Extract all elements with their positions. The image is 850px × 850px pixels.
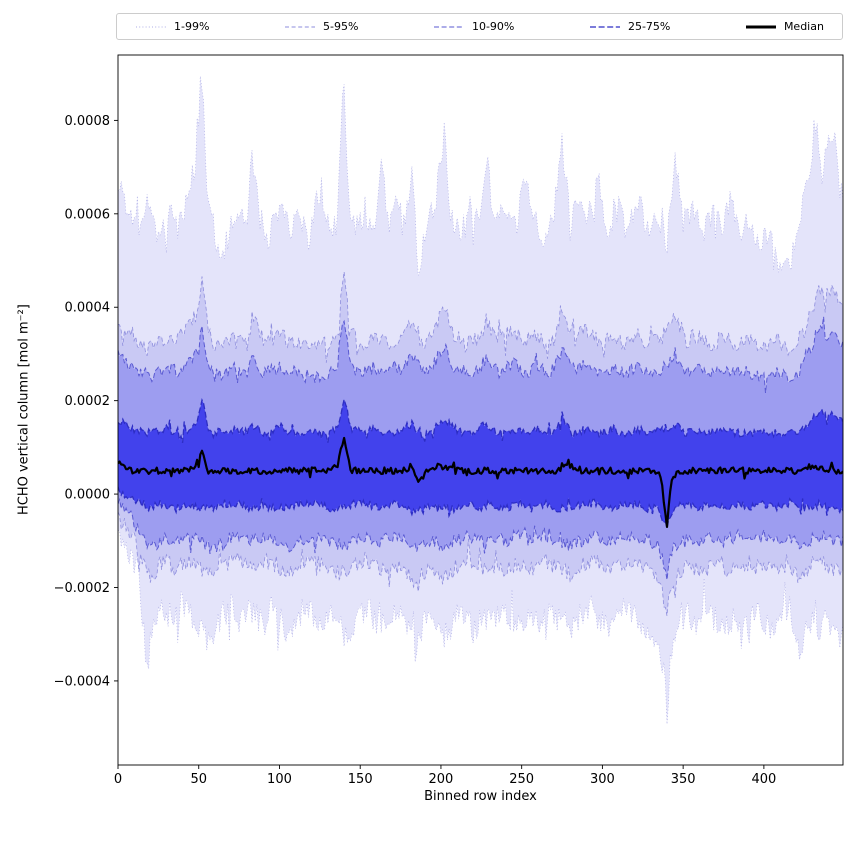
legend-label: 5-95% [322, 20, 359, 33]
x-tick-label: 200 [429, 772, 454, 787]
legend-item-1-99%: 1-99% [135, 20, 209, 33]
legend-item-Median: Median [745, 20, 824, 33]
band-edge-10-90%-u [118, 316, 843, 393]
x-tick-label: 50 [190, 772, 207, 787]
x-tick-label: 400 [751, 772, 776, 787]
band-fill-25-75% [118, 399, 843, 528]
x-axis: 0 50 100 150 200 250 300 350 400 [114, 765, 776, 787]
x-tick-label: 0 [114, 772, 122, 787]
legend-line-sample [745, 25, 776, 28]
legend-line-sample [284, 26, 315, 27]
y-tick-label: −0.0002 [54, 581, 110, 596]
y-tick-label: 0.0006 [65, 207, 111, 222]
y-tick-label: 0.0008 [65, 114, 111, 129]
y-tick-label: 0.0002 [65, 394, 111, 409]
x-tick-label: 150 [348, 772, 373, 787]
band-edge-25-75%-l [118, 486, 843, 529]
legend: 1-99% 5-95% 10-90% 25-75% Median [116, 13, 843, 40]
legend-label: 10-90% [471, 20, 515, 33]
median-line [118, 436, 843, 528]
legend-label: 25-75% [627, 20, 671, 33]
axes-spines [117, 54, 844, 766]
band-edge-1-99%-u [118, 76, 843, 276]
legend-line-sample [589, 25, 620, 28]
y-tick-label: 0.0004 [65, 301, 111, 316]
x-tick-label: 100 [267, 772, 292, 787]
y-axis: −0.0004 −0.0002 0.0000 0.0002 0.0004 0.0006 0.… [54, 114, 118, 689]
y-tick-label: −0.0004 [54, 674, 110, 689]
legend-item-10-90%: 10-90% [433, 20, 514, 33]
legend-item-25-75%: 25-75% [589, 20, 670, 33]
band-edge-10-90%-l [118, 497, 843, 580]
x-tick-label: 250 [509, 772, 534, 787]
band-edge-25-75%-u [118, 397, 843, 443]
x-tick-label: 350 [671, 772, 696, 787]
x-axis-label: Binned row index [424, 789, 537, 804]
plot-area [118, 76, 843, 725]
y-axis-label: HCHO vertical column [mol m⁻²] [16, 304, 32, 516]
legend-label: Median [783, 20, 824, 33]
legend-item-5-95%: 5-95% [284, 20, 358, 33]
y-tick-label: 0.0000 [65, 488, 111, 503]
x-tick-label: 300 [590, 772, 615, 787]
legend-label: 1-99% [174, 20, 210, 33]
band-edge-5-95%-l [118, 511, 843, 616]
band-edge-5-95%-u [118, 271, 843, 363]
legend-line-sample [136, 26, 166, 27]
legend-line-sample [433, 26, 464, 27]
